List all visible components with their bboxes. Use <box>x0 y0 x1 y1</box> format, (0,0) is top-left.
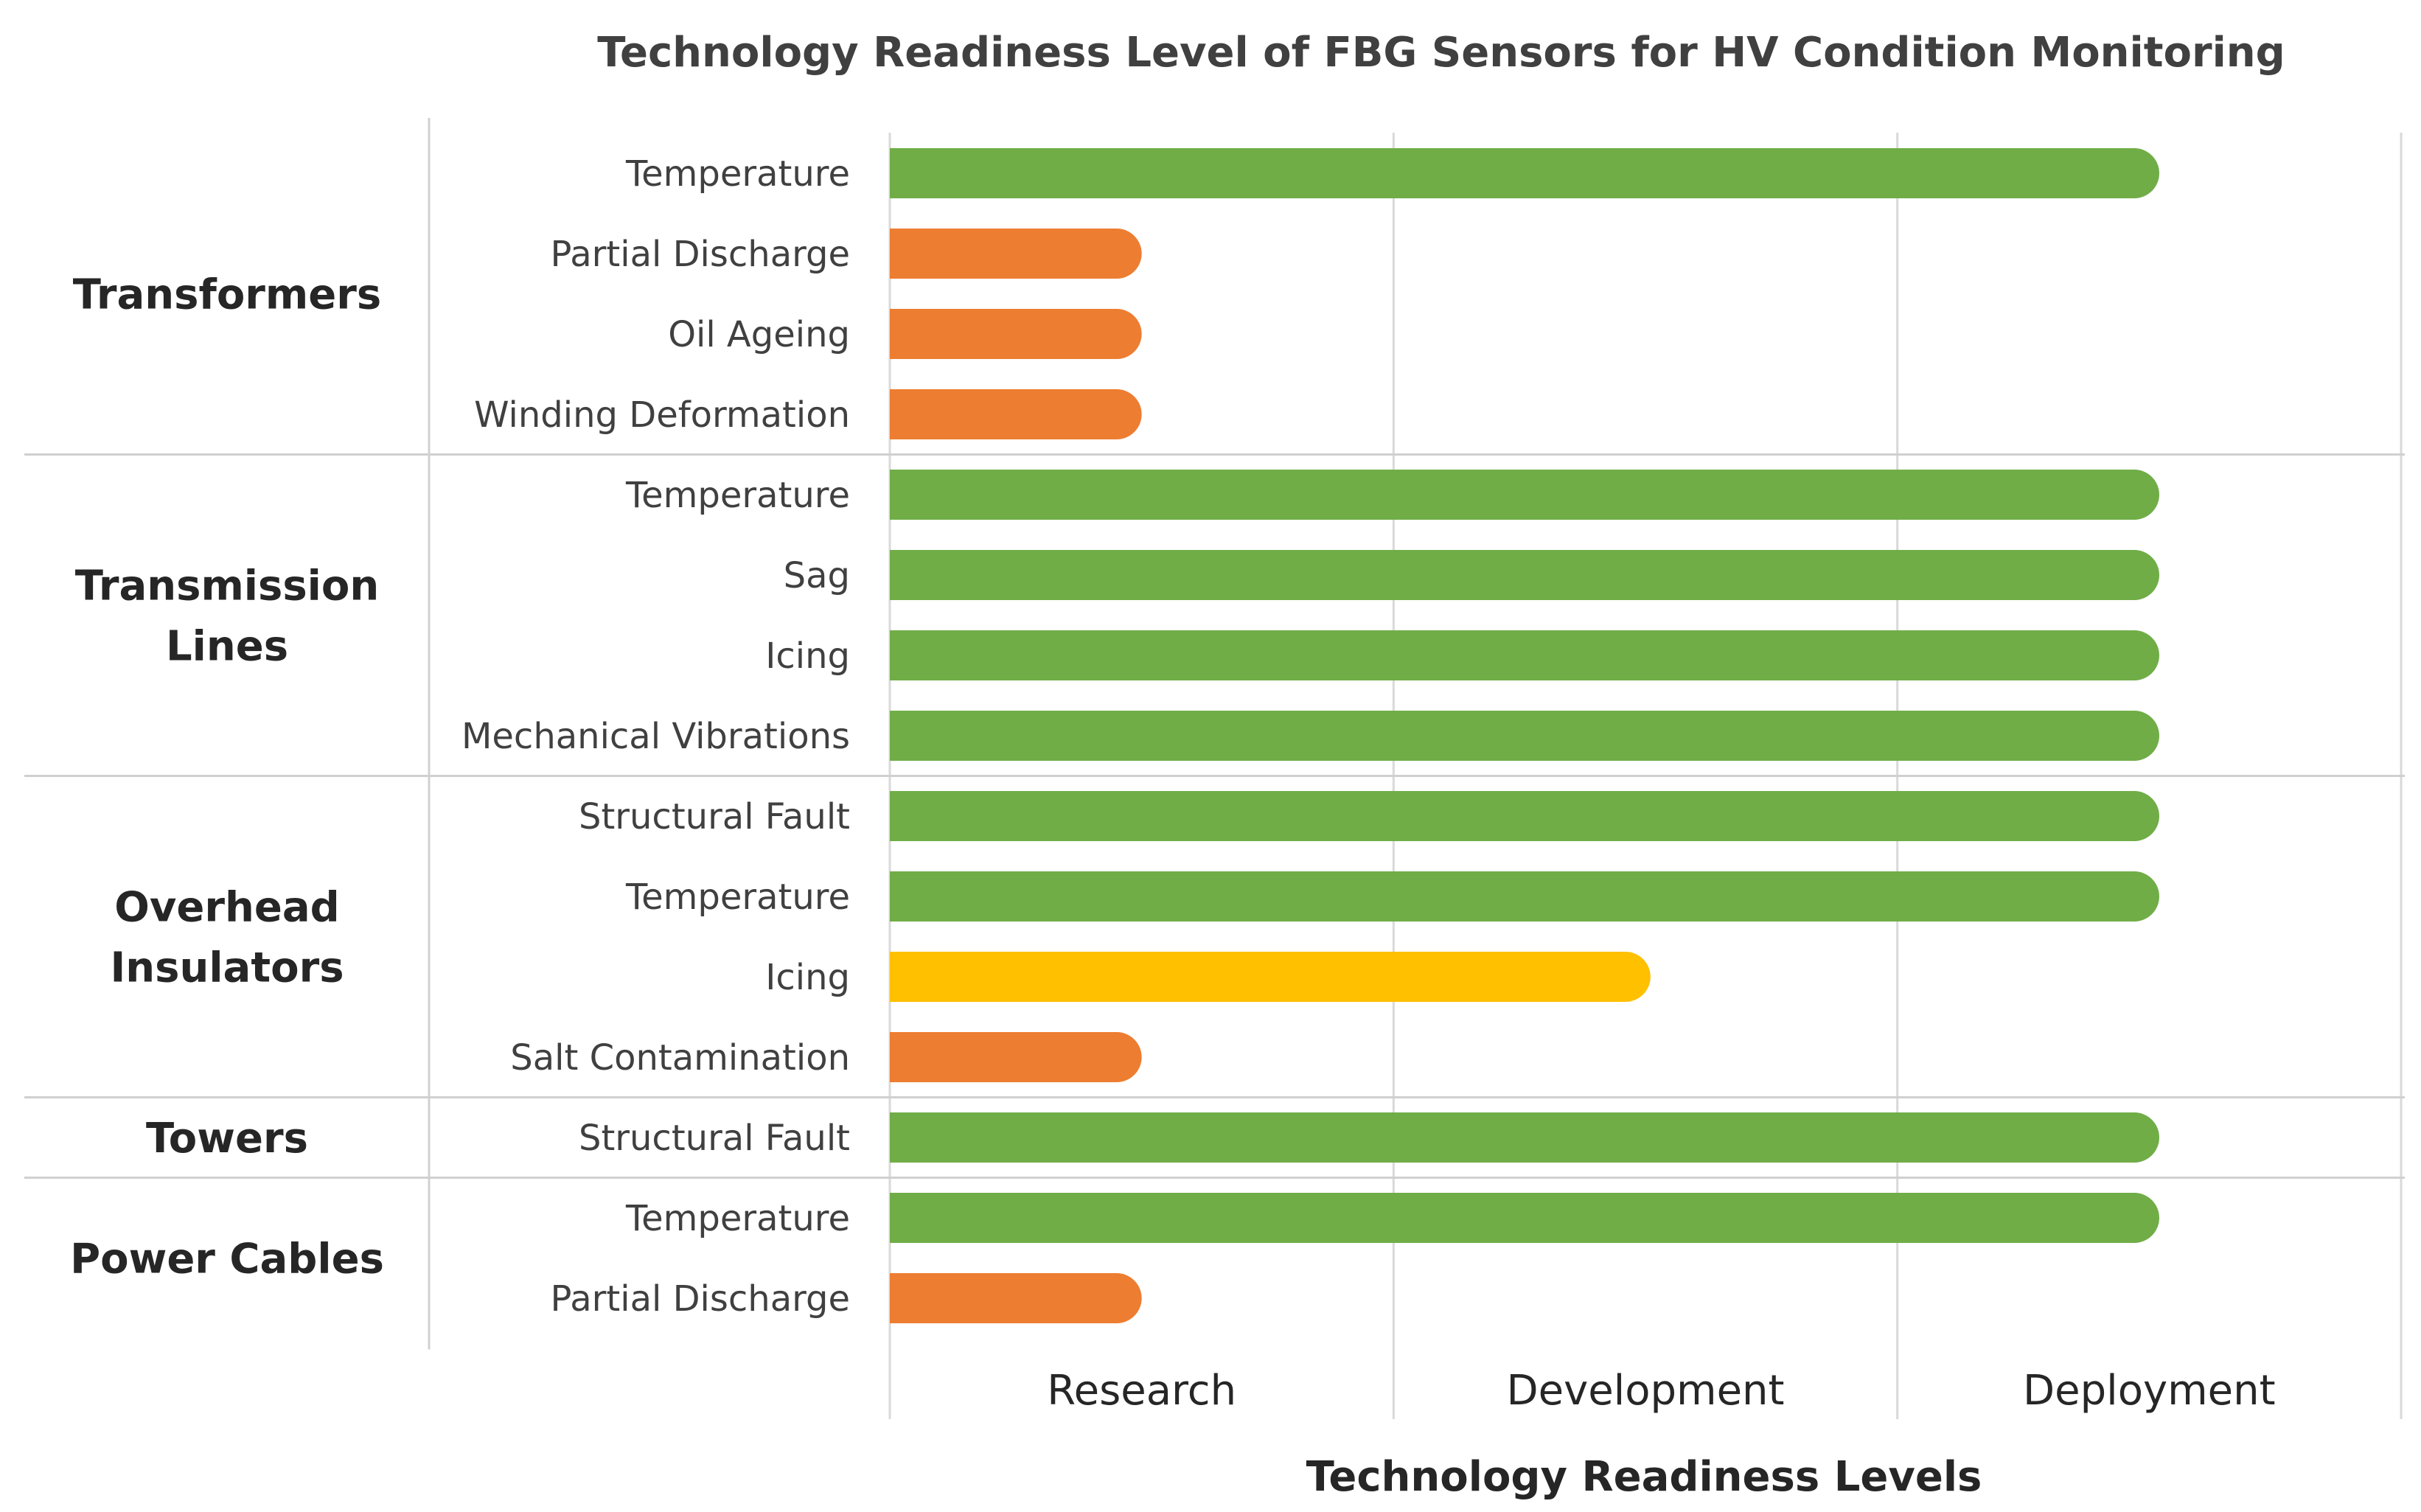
bar-cap-transformers-oil-ageing <box>890 309 915 359</box>
bar-cap-overhead-insulators-salt-contamination <box>890 1032 915 1082</box>
row-labels: Temperature Partial Discharge Oil Ageing Wi… <box>461 153 850 1320</box>
bar-cap-power-cables-partial-discharge <box>890 1273 915 1323</box>
bar-cap-power-cables-temperature <box>890 1193 915 1243</box>
chart-title: Technology Readiness Level of FBG Sensor… <box>597 29 2285 77</box>
bar-cap-transmission-lines-sag <box>890 550 915 600</box>
bar-transformers-winding-deformation <box>890 389 1142 439</box>
row-label-transformers-temperature: Temperature <box>625 153 850 195</box>
bar-cap-transformers-winding-deformation <box>890 389 915 439</box>
row-label-transmission-lines-sag: Sag <box>784 555 850 596</box>
bar-cap-overhead-insulators-icing <box>890 952 915 1002</box>
group-separators <box>24 118 2405 1350</box>
group-label-overhead-insulators-line-1: Overhead <box>114 884 339 932</box>
bar-overhead-insulators-structural-fault <box>890 791 2159 841</box>
row-label-overhead-insulators-salt-contamination: Salt Contamination <box>510 1037 850 1079</box>
bar-overhead-insulators-salt-contamination <box>890 1032 1142 1082</box>
bar-cap-transmission-lines-icing <box>890 630 915 680</box>
bar-transformers-partial-discharge <box>890 229 1142 279</box>
row-label-power-cables-temperature: Temperature <box>625 1198 850 1239</box>
row-label-transmission-lines-mechanical-vibrations: Mechanical Vibrations <box>461 716 850 757</box>
bar-power-cables-temperature <box>890 1193 2159 1243</box>
row-label-transformers-winding-deformation: Winding Deformation <box>474 394 850 436</box>
row-label-overhead-insulators-structural-fault: Structural Fault <box>579 796 850 837</box>
row-label-overhead-insulators-icing: Icing <box>765 957 850 998</box>
bar-overhead-insulators-icing <box>890 952 1651 1002</box>
bar-cap-overhead-insulators-structural-fault <box>890 791 915 841</box>
x-tick-deployment: Deployment <box>2023 1367 2276 1415</box>
bar-overhead-insulators-temperature <box>890 871 2159 922</box>
bar-transmission-lines-mechanical-vibrations <box>890 711 2159 761</box>
group-label-transformers: Transformers <box>73 271 381 319</box>
group-label-transmission-lines-line-1: Transmission <box>75 562 379 610</box>
group-labels: Transformers Transmission Lines Overhead Ins… <box>70 271 384 1283</box>
group-label-towers: Towers <box>146 1115 308 1163</box>
x-tick-research: Research <box>1047 1367 1236 1415</box>
x-tick-labels: Research Development Deployment <box>1047 1367 2275 1415</box>
bar-cap-transformers-temperature <box>890 148 915 198</box>
bar-transformers-oil-ageing <box>890 309 1142 359</box>
row-label-power-cables-partial-discharge: Partial Discharge <box>550 1278 850 1320</box>
row-label-transmission-lines-icing: Icing <box>765 635 850 677</box>
row-label-transformers-partial-discharge: Partial Discharge <box>550 234 850 275</box>
row-label-towers-structural-fault: Structural Fault <box>579 1118 850 1159</box>
bar-cap-overhead-insulators-temperature <box>890 871 915 922</box>
group-label-transmission-lines-line-2: Lines <box>166 623 288 671</box>
bar-transmission-lines-sag <box>890 550 2159 600</box>
bar-transmission-lines-temperature <box>890 470 2159 520</box>
bar-cap-transmission-lines-mechanical-vibrations <box>890 711 915 761</box>
row-label-overhead-insulators-temperature: Temperature <box>625 877 850 918</box>
bars <box>890 148 2159 1323</box>
bar-transformers-temperature <box>890 148 2159 198</box>
group-label-power-cables: Power Cables <box>70 1236 384 1283</box>
bar-cap-transmission-lines-temperature <box>890 470 915 520</box>
bar-towers-structural-fault <box>890 1112 2159 1163</box>
bar-transmission-lines-icing <box>890 630 2159 680</box>
x-axis-label: Technology Readiness Levels <box>1306 1453 1982 1501</box>
bar-cap-towers-structural-fault <box>890 1112 915 1163</box>
bar-cap-transformers-partial-discharge <box>890 229 915 279</box>
x-tick-development: Development <box>1507 1367 1785 1415</box>
row-label-transformers-oil-ageing: Oil Ageing <box>668 314 850 355</box>
bar-power-cables-partial-discharge <box>890 1273 1142 1323</box>
group-label-overhead-insulators-line-2: Insulators <box>110 944 344 992</box>
row-label-transmission-lines-temperature: Temperature <box>625 475 850 516</box>
